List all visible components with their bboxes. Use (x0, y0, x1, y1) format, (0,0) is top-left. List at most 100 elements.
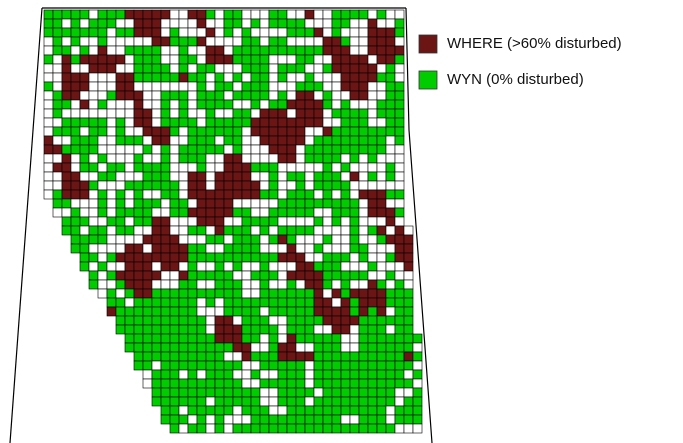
grid-cell (349, 162, 360, 173)
grid-cell (70, 9, 81, 20)
grid-cell (232, 198, 243, 209)
grid-cell (124, 54, 135, 65)
grid-cell (331, 144, 342, 155)
grid-cell (340, 369, 351, 380)
grid-cell (358, 279, 369, 290)
grid-cell (52, 45, 63, 56)
grid-cell (286, 153, 297, 164)
grid-cell (142, 216, 153, 227)
grid-cell (349, 126, 360, 137)
grid-cell (160, 414, 171, 425)
grid-cell (376, 342, 387, 353)
grid-cell (151, 27, 162, 38)
grid-cell (322, 288, 333, 299)
grid-cell (313, 405, 324, 416)
grid-cell (403, 351, 414, 362)
grid-cell (43, 36, 54, 47)
grid-cell (259, 261, 270, 272)
grid-cell (286, 117, 297, 128)
grid-cell (313, 225, 324, 236)
grid-cell (286, 90, 297, 101)
grid-cell (223, 108, 234, 119)
grid-cell (376, 423, 387, 434)
grid-cell (160, 306, 171, 317)
grid-cell (232, 378, 243, 389)
grid-cell (385, 279, 396, 290)
grid-cell (286, 216, 297, 227)
grid-cell (241, 90, 252, 101)
grid-cell (259, 36, 270, 47)
grid-cell (340, 234, 351, 245)
grid-cell (259, 54, 270, 65)
grid-cell (52, 162, 63, 173)
grid-cell (313, 270, 324, 281)
grid-cell (115, 306, 126, 317)
grid-cell (232, 396, 243, 407)
grid-cell (250, 36, 261, 47)
grid-cell (259, 135, 270, 146)
grid-cell (259, 207, 270, 218)
grid-cell (187, 414, 198, 425)
grid-cell (88, 108, 99, 119)
grid-cell (115, 99, 126, 110)
grid-cell (160, 27, 171, 38)
grid-cell (259, 153, 270, 164)
grid-cell (358, 333, 369, 344)
grid-cell (205, 126, 216, 137)
grid-cell (313, 108, 324, 119)
grid-cell (376, 207, 387, 218)
grid-cell (160, 378, 171, 389)
grid-cell (376, 225, 387, 236)
grid-cell (169, 36, 180, 47)
grid-cell (367, 270, 378, 281)
grid-cell (169, 27, 180, 38)
grid-cell (106, 18, 117, 29)
grid-cell (358, 243, 369, 254)
grid-cell (115, 261, 126, 272)
grid-cell (214, 225, 225, 236)
grid-cell (133, 9, 144, 20)
grid-cell (259, 324, 270, 335)
grid-cell (196, 414, 207, 425)
grid-cell (43, 81, 54, 92)
grid-cell (178, 144, 189, 155)
grid-cell (322, 198, 333, 209)
grid-cell (385, 216, 396, 227)
grid-cell (250, 72, 261, 83)
grid-cell (178, 243, 189, 254)
grid-cell (376, 360, 387, 371)
grid-cell (259, 108, 270, 119)
grid-cell (187, 315, 198, 326)
grid-cell (232, 63, 243, 74)
grid-cell (43, 72, 54, 83)
grid-cell (169, 270, 180, 281)
grid-cell (106, 99, 117, 110)
grid-cell (151, 36, 162, 47)
grid-cell (304, 369, 315, 380)
grid-cell (223, 351, 234, 362)
grid-cell (88, 36, 99, 47)
grid-cell (133, 126, 144, 137)
grid-cell (250, 63, 261, 74)
grid-cell (97, 45, 108, 56)
grid-cell (358, 126, 369, 137)
grid-cell (169, 216, 180, 227)
grid-cell (277, 135, 288, 146)
grid-cell (160, 324, 171, 335)
grid-cell (277, 144, 288, 155)
grid-cell (322, 81, 333, 92)
grid-cell (340, 135, 351, 146)
grid-cell (214, 117, 225, 128)
grid-cell (358, 216, 369, 227)
grid-cell (322, 162, 333, 173)
grid-cell (205, 378, 216, 389)
grid-cell (160, 396, 171, 407)
grid-cell (385, 99, 396, 110)
grid-cell (187, 189, 198, 200)
grid-cell (376, 234, 387, 245)
grid-cell (214, 414, 225, 425)
grid-cell (151, 279, 162, 290)
grid-cell (196, 252, 207, 263)
grid-cell (52, 81, 63, 92)
grid-cell (169, 54, 180, 65)
